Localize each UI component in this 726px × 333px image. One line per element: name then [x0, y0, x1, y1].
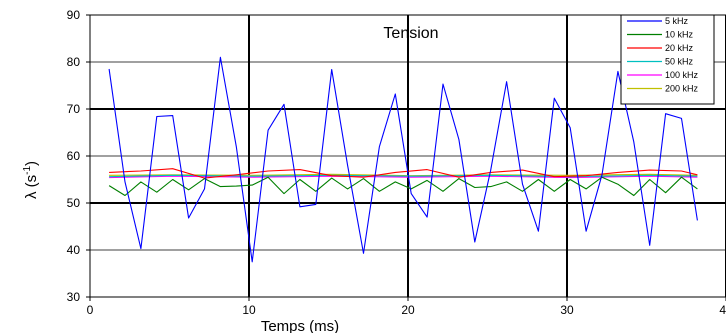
x-tick-label: 30 [560, 303, 574, 317]
y-tick-label: 40 [67, 243, 81, 257]
series-layer [108, 56, 698, 263]
legend-box [620, 14, 715, 105]
y-axis-label-exponent: -1 [22, 166, 33, 175]
series-line-20-khz [109, 168, 698, 179]
y-tick-label: 70 [67, 102, 81, 116]
series-line-50-khz [109, 174, 698, 178]
legend-entry: 100 kHz [665, 70, 699, 80]
y-tick-label: 30 [67, 290, 81, 304]
x-tick-label: 40 [719, 303, 726, 317]
legend-entry: 10 kHz [665, 30, 694, 40]
legend-entry: 200 kHz [665, 84, 699, 94]
y-tick-label: 90 [67, 8, 81, 22]
series-line-5-khz [108, 56, 698, 263]
y-tick-label: 80 [67, 55, 81, 69]
y-axis-label-main: λ (s [23, 175, 40, 199]
x-tick-label: 20 [401, 303, 415, 317]
series-line-10-khz [108, 176, 698, 197]
chart-title: Tension [383, 25, 438, 42]
y-axis-label-close: ) [23, 161, 40, 166]
y-axis-label: λ (s-1) [22, 161, 40, 199]
ticks: 30 40 50 60 70 80 90 0 10 20 30 40 [67, 8, 726, 317]
grid [90, 15, 726, 297]
x-axis-label: Temps (ms) [261, 318, 339, 333]
y-tick-label: 50 [67, 196, 81, 210]
x-tick-label: 10 [242, 303, 256, 317]
legend-entry: 5 kHz [665, 16, 689, 26]
x-tick-label: 0 [87, 303, 94, 317]
legend-entry: 50 kHz [665, 57, 694, 67]
legend-entry: 20 kHz [665, 43, 694, 53]
y-tick-label: 60 [67, 149, 81, 163]
legend: 5 kHz 10 kHz 20 kHz 50 kHz 100 kHz 200 kHz [620, 14, 715, 105]
